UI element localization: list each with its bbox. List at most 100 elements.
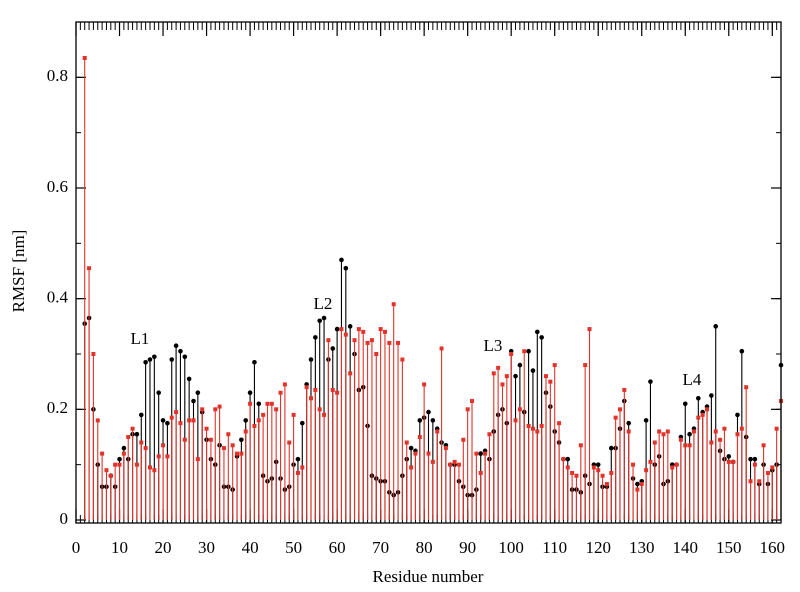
stem-marker	[752, 456, 758, 462]
stem-marker	[574, 473, 579, 478]
stem-marker	[739, 426, 744, 431]
stem-marker	[522, 349, 527, 354]
x-tick-label: 70	[372, 538, 389, 557]
stem-marker	[95, 418, 100, 423]
stem-marker	[182, 354, 188, 360]
stem-marker	[287, 440, 292, 445]
stem-marker	[156, 390, 161, 396]
stem-marker	[430, 459, 435, 464]
stem-marker	[426, 409, 431, 415]
stem-marker	[165, 420, 170, 426]
stem-marker	[765, 470, 770, 475]
y-tick-label: 0.8	[47, 66, 68, 85]
stem-marker	[313, 387, 318, 392]
stem-marker	[500, 382, 505, 387]
stem-marker	[456, 462, 461, 467]
stem-marker	[700, 412, 705, 417]
stem-marker	[295, 456, 301, 462]
stem-marker	[470, 399, 475, 404]
stem-marker	[726, 459, 731, 464]
stem-marker	[713, 429, 718, 434]
stem-marker	[265, 401, 270, 406]
x-tick-label: 30	[198, 538, 215, 557]
stem-marker	[252, 423, 257, 428]
stem-marker	[400, 357, 405, 362]
stem-marker	[683, 443, 688, 448]
stem-marker	[195, 457, 200, 462]
stem-marker	[261, 412, 266, 417]
stem-marker	[165, 454, 170, 459]
stem-marker	[544, 374, 548, 379]
stem-marker	[160, 418, 166, 423]
stem-marker	[152, 354, 157, 360]
stem-marker	[204, 426, 209, 431]
stem-marker	[239, 451, 244, 456]
stem-marker	[121, 451, 126, 456]
stem-marker	[705, 407, 710, 412]
stem-marker	[391, 302, 396, 307]
x-tick-label: 40	[242, 538, 259, 557]
stem-marker	[243, 429, 248, 434]
stem-marker	[247, 390, 253, 396]
stem-marker	[722, 426, 727, 431]
stem-marker	[113, 462, 118, 467]
stem-marker	[678, 437, 683, 442]
stem-marker	[173, 343, 179, 349]
stem-marker	[600, 473, 605, 478]
stem-marker	[191, 418, 196, 423]
stem-marker	[221, 446, 226, 451]
x-tick-label: 150	[716, 538, 742, 557]
stem-marker	[304, 385, 309, 390]
stem-marker	[426, 451, 431, 456]
stem-marker	[648, 379, 653, 384]
stem-marker	[352, 338, 357, 343]
stem-marker	[526, 348, 531, 354]
stem-marker	[639, 482, 644, 487]
stem-marker	[539, 423, 544, 428]
stem-marker	[187, 418, 192, 423]
x-tick-label: 140	[673, 538, 699, 557]
stem-marker	[309, 396, 313, 401]
stem-marker	[121, 445, 127, 451]
stem-marker	[709, 393, 714, 398]
stem-marker	[339, 327, 344, 332]
stem-marker	[230, 443, 235, 448]
stem-marker	[156, 454, 161, 459]
plot-frame	[75, 21, 782, 524]
stem-marker	[417, 418, 423, 423]
stem-marker	[91, 352, 96, 356]
stem-marker	[674, 462, 679, 467]
stem-marker	[252, 360, 257, 365]
stem-marker	[665, 429, 670, 434]
stem-marker	[269, 401, 274, 406]
stem-marker	[334, 326, 340, 332]
stem-marker	[748, 456, 753, 462]
stem-marker	[147, 357, 153, 362]
stem-marker	[138, 412, 144, 418]
stem-marker	[330, 387, 335, 392]
stem-marker	[82, 55, 87, 60]
stem-marker	[369, 338, 374, 343]
x-tick-label: 50	[285, 538, 302, 557]
x-tick-label: 100	[498, 538, 524, 557]
stem-marker	[557, 421, 562, 426]
stem-marker	[509, 352, 514, 356]
stem-marker	[213, 407, 218, 412]
y-tick-label: 0.6	[47, 177, 68, 196]
x-tick-label: 110	[542, 538, 567, 557]
stem-marker	[661, 432, 666, 437]
stem-marker	[108, 473, 113, 478]
stem-marker	[130, 426, 135, 431]
stem-marker	[174, 410, 179, 415]
stem-marker	[752, 462, 757, 467]
stem-marker	[613, 415, 618, 420]
stem-marker	[343, 265, 349, 271]
stem-marker	[735, 432, 740, 437]
x-tick-label: 120	[585, 538, 611, 557]
stem-marker	[631, 462, 636, 467]
stem-marker	[474, 451, 479, 456]
stem-marker	[186, 376, 192, 382]
stem-marker	[709, 440, 714, 445]
stem-marker	[534, 329, 540, 335]
